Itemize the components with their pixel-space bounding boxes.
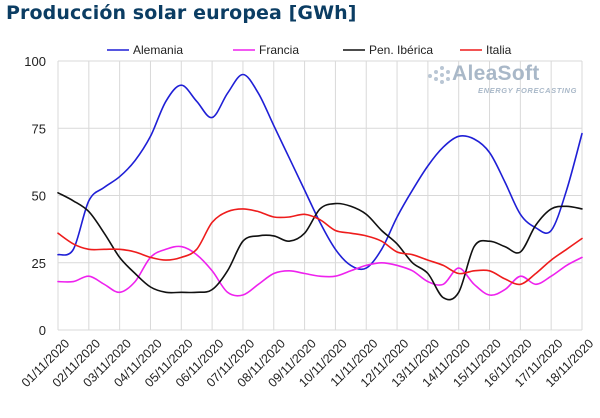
logo-dots-icon [428,66,450,86]
y-tick-label: 25 [32,256,46,271]
chart-title: Producción solar europea [GWh] [6,2,357,24]
logo-tagline: ENERGY FORECASTING [478,86,578,95]
series-line-pen-ib-rica [57,192,583,301]
y-tick-label: 100 [24,54,46,69]
aleasoft-logo: AleaSoft ENERGY FORECASTING [428,62,578,96]
series-line-alemania [57,73,583,271]
y-tick-label: 50 [32,189,46,204]
series-line-francia [57,245,583,297]
legend-label-italia: Italia [486,43,512,57]
y-tick-label: 0 [39,323,46,338]
legend-label-pen-ib-rica: Pen. Ibérica [369,43,433,57]
logo-brand: AleaSoft [452,62,540,85]
series-line-italia [57,208,583,286]
legend-label-alemania: Alemania [133,43,183,57]
legend-label-francia: Francia [259,43,299,57]
y-tick-label: 75 [32,121,46,136]
